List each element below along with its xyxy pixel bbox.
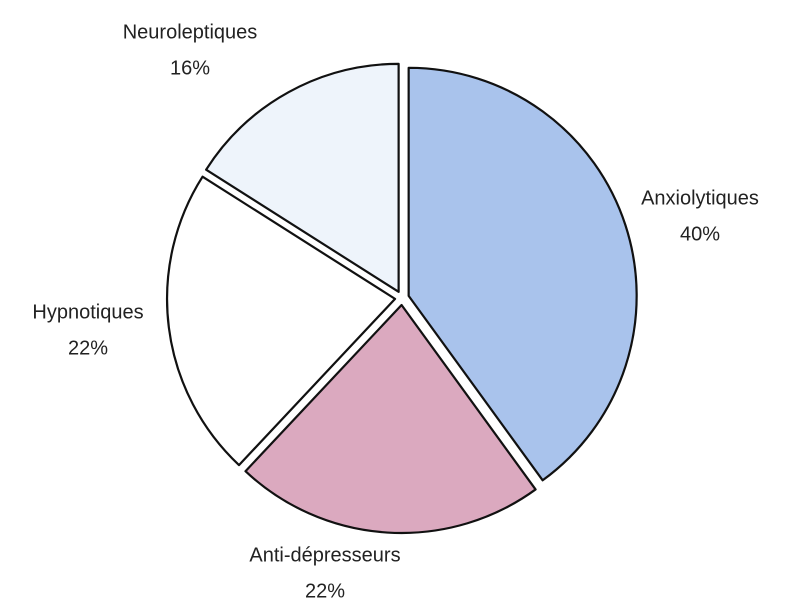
slice-label: Anxiolytiques <box>641 187 759 209</box>
slice-value-label: 22% <box>305 580 345 599</box>
slice-label: Hypnotiques <box>32 301 143 323</box>
pie-slice <box>205 62 400 293</box>
slice-value-label: 40% <box>680 223 720 245</box>
slice-value-label: 22% <box>68 337 108 359</box>
slice-label: Neuroleptiques <box>123 21 258 43</box>
slice-value-label: 16% <box>170 57 210 79</box>
pie-slice <box>165 175 397 467</box>
pie-slice <box>407 66 638 482</box>
pie-slice <box>244 303 537 535</box>
slice-label: Anti-dépresseurs <box>249 544 400 566</box>
